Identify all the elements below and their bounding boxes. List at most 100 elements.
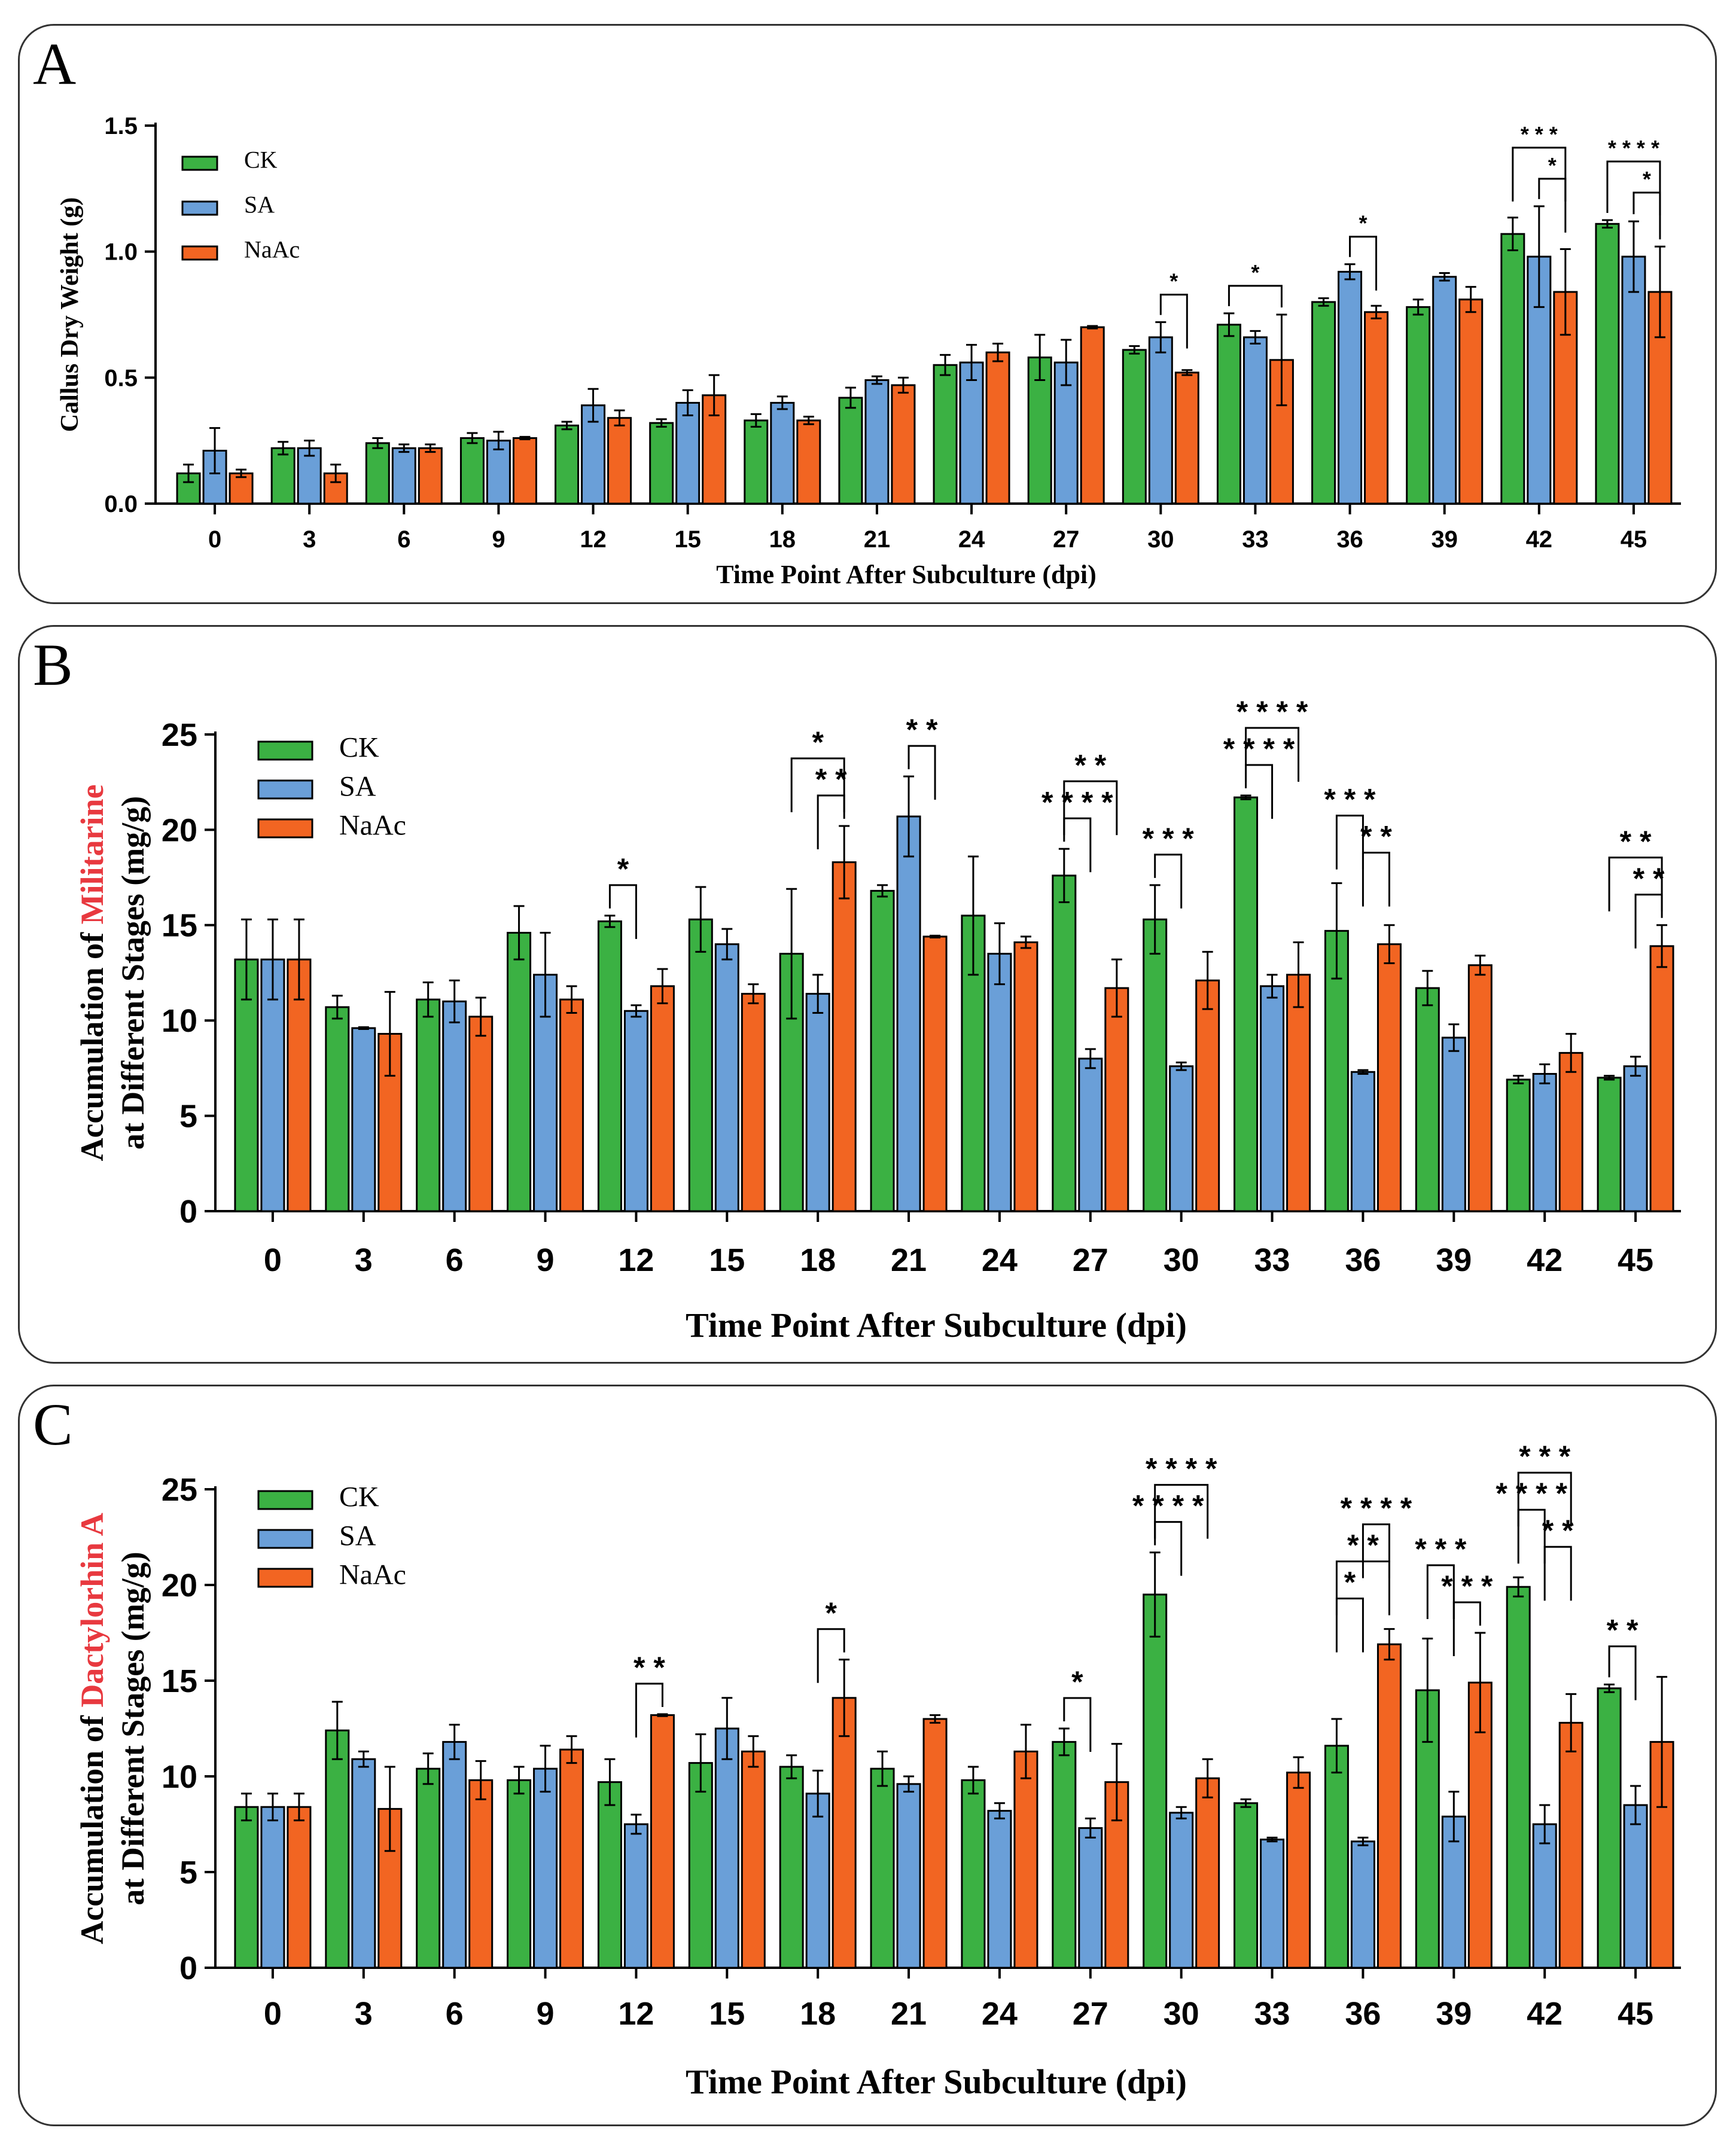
x-tick-label: 33 [1254, 1242, 1290, 1278]
x-tick-label: 0 [208, 526, 221, 553]
x-tick-label: 3 [355, 1996, 373, 2032]
y-axis-title-line2: at Different Stages (mg/g) [115, 796, 151, 1150]
significance-bracket [790, 757, 845, 813]
y-axis-title-line2: at Different Stages (mg/g) [115, 1551, 151, 1905]
legend-swatch-ck [181, 156, 218, 171]
x-tick-label: 0 [264, 1996, 282, 2032]
bar-sa [714, 943, 739, 1212]
bar-naac [1286, 974, 1311, 1212]
x-tick-label: 3 [355, 1242, 373, 1278]
bar-sa [1260, 1839, 1285, 1969]
bar-ck [507, 932, 532, 1212]
bar-sa [959, 361, 984, 505]
x-tick-label: 15 [709, 1242, 745, 1278]
bar-sa [1169, 1065, 1194, 1212]
significance-label: * * * * [1146, 1452, 1217, 1486]
bar-naac [796, 419, 821, 505]
y-tick-label: 10 [162, 1003, 197, 1039]
bar-naac [287, 1806, 312, 1969]
bar-naac [1195, 1777, 1220, 1969]
y-axis-title-part: Accumulation of [74, 924, 110, 1161]
bar-ck [1500, 233, 1525, 505]
significance-bracket [608, 884, 637, 939]
x-tick-label: 3 [303, 526, 316, 553]
x-tick-label: 18 [800, 1242, 836, 1278]
bar-naac [1013, 941, 1038, 1212]
bar-sa [486, 440, 511, 505]
bar-sa [442, 1000, 467, 1212]
bar-sa [260, 958, 285, 1212]
bar-sa [714, 1727, 739, 1969]
significance-bracket [1063, 1697, 1092, 1752]
significance-label: * * * * [1132, 1489, 1204, 1523]
bar-sa [805, 1793, 830, 1969]
bar-sa [1623, 1065, 1648, 1212]
x-tick-label: 21 [891, 1996, 927, 2032]
bar-naac [512, 437, 537, 505]
x-tick-label: 33 [1242, 526, 1269, 553]
significance-bracket [1245, 727, 1300, 782]
bar-naac [1467, 964, 1493, 1212]
x-axis-title: Time Point After Subculture (dpi) [686, 1306, 1187, 1345]
x-tick-label: 24 [982, 1242, 1018, 1278]
x-tick-label: 12 [618, 1242, 654, 1278]
bar-naac [559, 998, 584, 1212]
significance-bracket [1159, 294, 1188, 349]
bar-naac [1558, 1051, 1583, 1212]
bar-sa [351, 1027, 376, 1212]
legend-swatch-sa [257, 1529, 313, 1549]
y-tick-label: 0 [179, 1950, 197, 1986]
significance-label: * * * [1324, 783, 1376, 816]
significance-label: * * [1360, 820, 1392, 853]
x-tick-label: 15 [709, 1996, 745, 2032]
y-tick-label: 10 [162, 1759, 197, 1795]
significance-bracket [1543, 1545, 1572, 1601]
legend-label-naac: NaAc [339, 1559, 406, 1591]
bar-ck [416, 1767, 441, 1969]
x-tick-label: 6 [446, 1242, 464, 1278]
bar-ck [234, 958, 259, 1212]
significance-label: * [1251, 260, 1259, 285]
bar-naac [229, 472, 254, 505]
significance-bracket [1362, 852, 1390, 907]
bar-ck [234, 1806, 259, 1969]
bar-ck [1234, 1802, 1259, 1969]
significance-label: * * * [1519, 1440, 1571, 1473]
y-axis-title: Accumulation of Dactylorhin A [74, 1513, 110, 1944]
y-tick-label: 25 [162, 717, 197, 753]
y-axis-title-part: Callus Dry Weight (g) [56, 197, 84, 432]
bar-sa [987, 1810, 1012, 1969]
bar-sa [896, 815, 921, 1212]
y-tick-label: 5 [179, 1099, 197, 1135]
chart-panel-a: A0.00.51.01.50 3 6 9 12 15 18 21 24 27 30 33 36 39 42 4… [33, 31, 1681, 589]
x-tick-label: 0 [264, 1242, 282, 1278]
bar-naac [607, 417, 632, 505]
bar-naac [891, 384, 916, 505]
significance-label: * * * * [1041, 785, 1113, 819]
bar-sa [1621, 255, 1646, 505]
bar-naac [1364, 311, 1389, 505]
bar-naac [468, 1779, 494, 1969]
bar-sa [391, 447, 416, 505]
bar-ck [1216, 324, 1241, 505]
y-axis-title-part: Accumulation of [74, 1708, 110, 1944]
x-tick-label: 21 [891, 1242, 927, 1278]
significance-bracket [1634, 894, 1663, 949]
bar-naac [741, 1750, 766, 1969]
y-tick-label: 5 [179, 1855, 197, 1891]
significance-label: * * * [1521, 122, 1558, 147]
significance-label: * * [906, 713, 938, 746]
panel-letter: B [33, 632, 73, 698]
significance-label: * * * [1441, 1569, 1493, 1603]
significance-label: * [1643, 167, 1651, 191]
x-tick-label: 42 [1527, 1242, 1563, 1278]
bar-naac [922, 1718, 948, 1969]
x-tick-label: 18 [800, 1996, 836, 2032]
bar-naac [1104, 987, 1129, 1212]
bar-ck [933, 364, 958, 505]
panel-letter: A [33, 31, 76, 97]
bar-ck [870, 889, 895, 1212]
